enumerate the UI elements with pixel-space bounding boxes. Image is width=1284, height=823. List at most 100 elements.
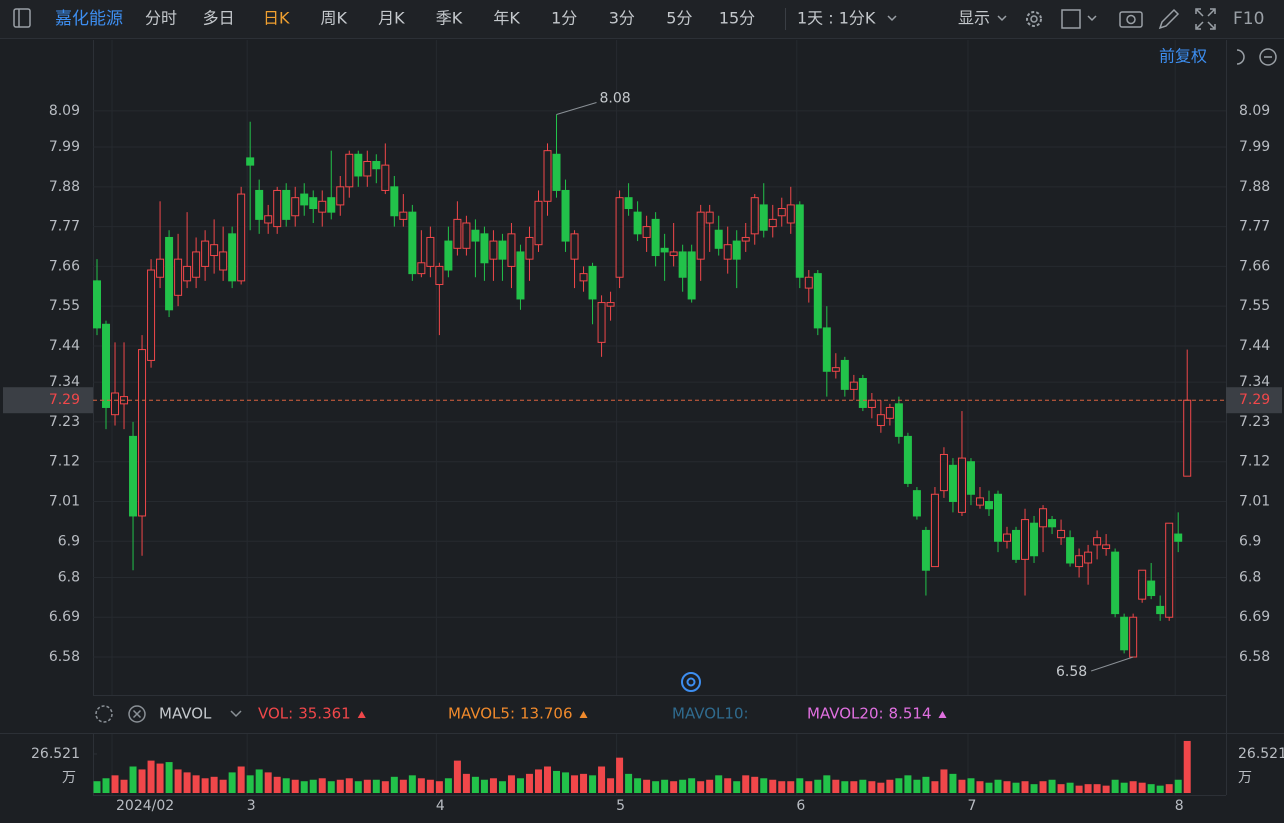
candle-body <box>246 157 255 166</box>
volume-bar <box>589 775 597 793</box>
volume-bar <box>580 773 588 793</box>
volume-bar <box>534 769 542 793</box>
volume-bar <box>967 778 975 793</box>
candle-body <box>354 153 363 177</box>
period-tab[interactable]: 季K <box>436 9 463 28</box>
zoom-out-icon[interactable] <box>1259 48 1277 66</box>
volume-bar <box>706 779 714 793</box>
volume-bar <box>210 776 218 793</box>
sidebar-toggle[interactable] <box>13 8 31 28</box>
indicator-settings[interactable] <box>95 705 113 723</box>
period-tab[interactable]: 1分 <box>551 9 577 28</box>
period-tab[interactable]: 周K <box>321 9 348 28</box>
undo-icon[interactable] <box>1236 49 1245 65</box>
volume-tick-label: 26.521 <box>31 746 80 762</box>
period-tab[interactable]: 月K <box>378 9 405 28</box>
y-tick-label: 7.34 <box>49 374 80 390</box>
indicator-value: 13.706 <box>520 705 573 723</box>
y-tick-label-right: 7.88 <box>1239 179 1270 195</box>
candle-body <box>570 233 579 260</box>
x-tick-label: 6 <box>796 798 805 814</box>
candle-body <box>750 197 759 235</box>
volume-bar <box>913 779 921 793</box>
indicator-close[interactable] <box>128 705 146 723</box>
volume-bar <box>787 781 795 793</box>
y-tick-label-right: 6.69 <box>1239 609 1270 625</box>
volume-bar <box>381 781 389 793</box>
volume-bar <box>372 779 380 793</box>
y-tick-label: 6.58 <box>49 649 80 665</box>
y-tick-label: 7.88 <box>49 179 80 195</box>
volume-bar <box>751 776 759 793</box>
period-tab[interactable]: 3分 <box>609 9 635 28</box>
candle-body <box>1156 605 1165 615</box>
period-tab[interactable]: 分时 <box>145 9 177 28</box>
y-tick-label: 6.9 <box>58 533 80 549</box>
y-tick-label: 6.8 <box>58 569 80 585</box>
candle-body <box>975 497 984 506</box>
y-tick-label-right: 7.23 <box>1239 414 1270 430</box>
candle-body <box>867 399 876 408</box>
display-menu[interactable]: 显示 <box>958 9 990 28</box>
period-tab[interactable]: 15分 <box>719 9 755 28</box>
indicator-name[interactable]: MAVOL <box>159 705 212 723</box>
volume-bar <box>805 781 813 793</box>
indicator-label: MAVOL10: <box>672 705 749 723</box>
candle-body <box>318 200 327 213</box>
volume-bar <box>688 778 696 793</box>
period-tab[interactable]: 多日 <box>203 9 235 28</box>
y-tick-label: 7.01 <box>49 493 80 509</box>
locate-icon-core <box>686 677 696 687</box>
candle-body <box>453 218 462 249</box>
y-tick-label: 7.66 <box>49 258 80 274</box>
candle-body <box>462 222 471 249</box>
candle-body <box>300 193 309 206</box>
candle-body <box>1012 529 1021 560</box>
candle-body <box>1165 522 1174 618</box>
candle-body <box>480 233 489 264</box>
volume-bar <box>1012 782 1020 793</box>
locate-icon[interactable] <box>681 672 701 692</box>
fullscreen-icon[interactable] <box>1195 8 1216 30</box>
adjust-mode[interactable]: 前复权 <box>1159 47 1207 66</box>
volume-bar <box>408 775 416 793</box>
draw-icon[interactable] <box>1158 8 1180 30</box>
candle-body <box>1003 533 1012 542</box>
x-tick-label: 8 <box>1175 798 1184 814</box>
y-tick-label: 7.12 <box>49 454 80 470</box>
volume-bar <box>489 778 497 793</box>
timeframe-select[interactable]: 1天 : 1分K <box>797 9 876 28</box>
candle-body <box>705 211 714 224</box>
indicator-label: MAVOL20: <box>807 705 884 723</box>
volume-bar <box>1003 781 1011 793</box>
volume-bar <box>958 779 966 793</box>
volume-bar <box>985 782 993 793</box>
candle-body <box>741 236 750 242</box>
candle-body <box>876 414 885 427</box>
f10-button[interactable]: F10 <box>1233 9 1264 29</box>
settings-icon[interactable] <box>1026 11 1042 27</box>
volume-bar <box>93 781 101 793</box>
candle-body <box>939 453 948 492</box>
candle-body <box>849 381 858 390</box>
y-tick-label-right: 7.66 <box>1239 258 1270 274</box>
volume-bar <box>616 757 624 793</box>
stock-name[interactable]: 嘉化能源 <box>55 9 123 29</box>
camera-icon[interactable] <box>1119 11 1143 28</box>
y-tick-label: 7.44 <box>49 338 80 354</box>
period-tab[interactable]: 5分 <box>666 9 692 28</box>
x-tick-label: 4 <box>436 798 445 814</box>
checkbox-icon[interactable] <box>1061 9 1081 29</box>
volume-bar <box>661 779 669 793</box>
period-tab[interactable]: 日K <box>263 9 290 28</box>
current-price-box <box>3 387 93 414</box>
volume-bar <box>1021 781 1029 793</box>
trend-arrow <box>357 711 366 718</box>
volume-bar <box>832 779 840 793</box>
candle-body <box>777 208 786 217</box>
volume-bar <box>976 781 984 793</box>
period-tab[interactable]: 年K <box>493 9 520 28</box>
volume-unit-right: 万 <box>1238 770 1252 786</box>
